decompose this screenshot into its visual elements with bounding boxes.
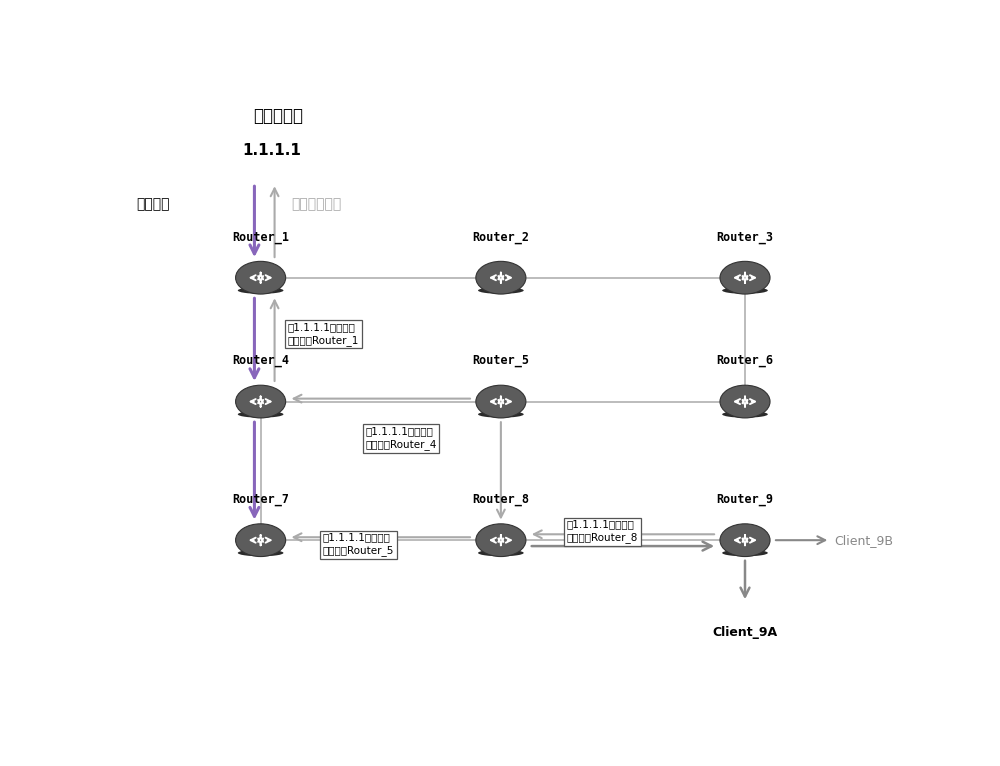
Text: Router_9: Router_9 <box>716 493 774 506</box>
Ellipse shape <box>476 524 526 557</box>
Text: Router_3: Router_3 <box>716 231 774 244</box>
Text: 组播数据源: 组播数据源 <box>253 106 303 125</box>
Text: 组播加入请求: 组播加入请求 <box>292 197 342 211</box>
Text: 查1.1.1.1的路由，
下一跳为Router_1: 查1.1.1.1的路由， 下一跳为Router_1 <box>288 322 359 345</box>
Ellipse shape <box>722 549 768 556</box>
Text: 查1.1.1.1的路由，
下一跳为Router_8: 查1.1.1.1的路由， 下一跳为Router_8 <box>567 519 638 543</box>
Text: Client_9A: Client_9A <box>712 626 778 639</box>
Ellipse shape <box>238 287 283 294</box>
Ellipse shape <box>478 287 524 294</box>
Ellipse shape <box>720 385 770 418</box>
Text: Router_5: Router_5 <box>472 355 529 368</box>
Ellipse shape <box>238 549 283 556</box>
Text: Router_8: Router_8 <box>472 493 529 506</box>
Text: Router_6: Router_6 <box>716 355 774 368</box>
Ellipse shape <box>238 411 283 417</box>
Ellipse shape <box>476 385 526 418</box>
Ellipse shape <box>722 287 768 294</box>
Ellipse shape <box>478 411 524 417</box>
Text: 查1.1.1.1的路由，
下一跳为Router_4: 查1.1.1.1的路由， 下一跳为Router_4 <box>365 426 437 450</box>
Ellipse shape <box>720 524 770 557</box>
Text: 组播数据: 组播数据 <box>137 197 170 211</box>
Text: Router_1: Router_1 <box>232 231 289 244</box>
Ellipse shape <box>720 261 770 294</box>
Ellipse shape <box>478 549 524 556</box>
Ellipse shape <box>476 261 526 294</box>
Text: 1.1.1.1: 1.1.1.1 <box>243 143 302 159</box>
Text: Router_2: Router_2 <box>472 231 529 244</box>
Ellipse shape <box>722 411 768 417</box>
Ellipse shape <box>236 524 286 557</box>
Text: 查1.1.1.1的路由，
下一跳为Router_5: 查1.1.1.1的路由， 下一跳为Router_5 <box>323 532 394 556</box>
Text: Router_7: Router_7 <box>232 493 289 506</box>
Ellipse shape <box>236 261 286 294</box>
Ellipse shape <box>236 385 286 418</box>
Text: Router_4: Router_4 <box>232 355 289 368</box>
Text: Client_9B: Client_9B <box>834 534 893 547</box>
